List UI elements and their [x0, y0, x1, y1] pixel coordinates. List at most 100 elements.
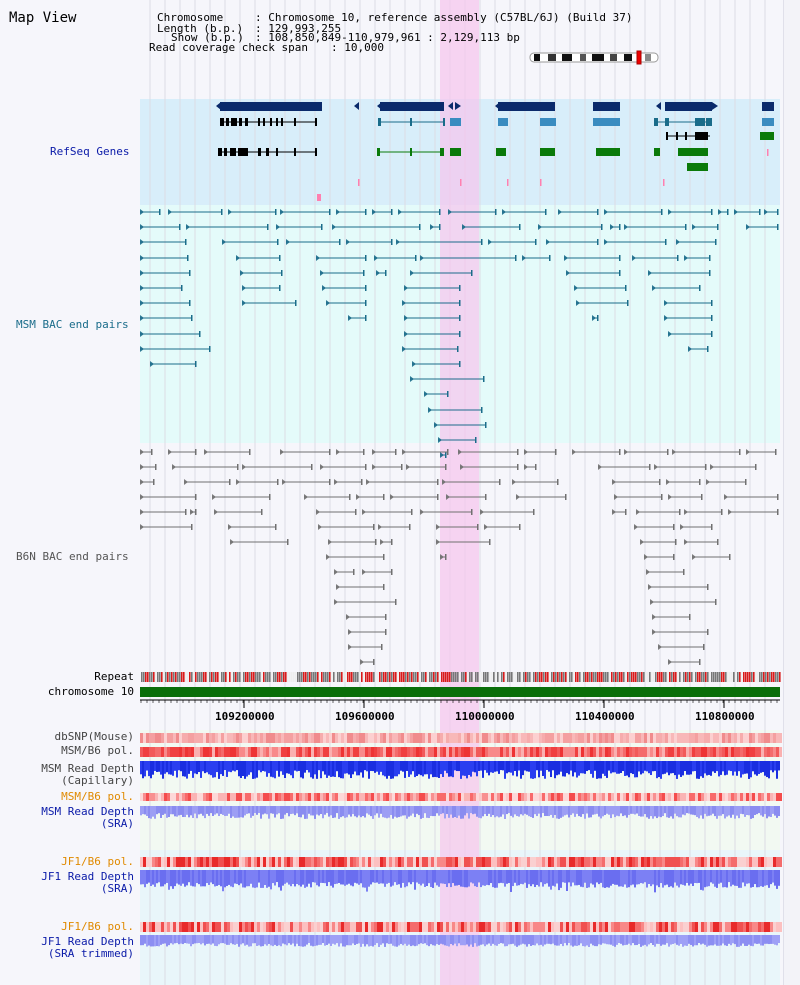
repeat-feature [673, 672, 675, 682]
heat-cell [314, 747, 317, 757]
track-label-dbsnp[interactable]: dbSNP(Mouse) [54, 730, 134, 743]
msm-sra-depth-bar [324, 806, 326, 815]
b6n-bac-pair-end [336, 584, 340, 590]
jf1-trimmed-depth-bar [448, 935, 450, 947]
track-label-repeat[interactable]: Repeat [94, 670, 134, 683]
track-label-chromosome[interactable]: chromosome 10 [47, 685, 134, 698]
repeat-feature [669, 672, 671, 682]
heat-cell [476, 922, 479, 932]
heat-cell [233, 922, 236, 932]
track-label-jf1-b6-pol-trimmed[interactable]: JF1/B6 pol. [61, 920, 134, 933]
selected-region-highlight[interactable] [440, 0, 479, 985]
repeat-feature [213, 672, 215, 682]
vertical-scrollbar[interactable] [783, 0, 800, 985]
heat-cell [767, 922, 770, 932]
jf1-sra-depth-bar [278, 870, 280, 888]
track-label-refseq-genes[interactable]: RefSeq Genes [50, 145, 130, 158]
jf1-sra-depth-bar [204, 870, 206, 887]
heat-cell [752, 733, 755, 743]
jf1-trimmed-depth-bar [596, 935, 598, 947]
heat-cell [182, 793, 185, 801]
heat-cell [662, 733, 665, 743]
heat-cell [188, 747, 191, 757]
msm-sra-depth-bar [578, 806, 580, 817]
jf1-sra-depth-bar [616, 870, 618, 885]
heat-cell [311, 747, 314, 757]
heat-cell [434, 857, 437, 867]
heat-cell [302, 857, 305, 867]
msm-bac-pair-end [627, 300, 629, 306]
jf1-sra-depth-bar [534, 870, 536, 888]
heat-cell [335, 793, 338, 801]
b6n-bac-pair-end [524, 449, 528, 455]
heat-cell [587, 733, 590, 743]
jf1-trimmed-depth-bar [726, 935, 728, 946]
heat-cell [590, 733, 593, 743]
heat-cell [392, 922, 395, 932]
jf1-trimmed-depth-bar [662, 935, 664, 945]
b6n-bac-pair-end [362, 569, 366, 575]
jf1-sra-depth-bar [614, 870, 616, 885]
heat-cell [770, 922, 773, 932]
repeat-feature [557, 672, 559, 682]
heat-cell [395, 857, 398, 867]
heat-cell [713, 922, 716, 932]
b6n-bac-pair-end [689, 614, 691, 620]
jf1-trimmed-depth-bar [534, 935, 536, 946]
heat-cell [608, 857, 611, 867]
repeat-feature [645, 672, 647, 682]
heat-cell [509, 922, 512, 932]
jf1-sra-depth-bar [730, 870, 732, 887]
jf1-sra-depth-bar [230, 870, 232, 887]
repeat-feature [269, 672, 271, 682]
track-label-jf1-read-depth-trimmed[interactable]: JF1 Read Depth [41, 935, 134, 948]
msm-bac-pair-end [385, 270, 387, 276]
b6n-bac-pair-end [445, 554, 447, 560]
jf1-sra-depth-bar [618, 870, 620, 887]
repeat-feature [499, 672, 501, 682]
jf1-sra-depth-bar [676, 870, 678, 886]
heat-cell [629, 922, 632, 932]
b6n-bac-pair-end [652, 629, 656, 635]
msm-sra-depth-bar [166, 806, 168, 818]
heat-cell [719, 747, 722, 757]
repeat-feature [625, 672, 627, 682]
repeat-feature [661, 672, 663, 682]
msm-sra-depth-bar [400, 806, 402, 817]
heat-cell [758, 857, 761, 867]
repeat-feature [401, 672, 403, 682]
msm-sra-depth-bar [350, 806, 352, 817]
msm-capillary-depth-bar [384, 761, 386, 777]
jf1-sra-depth-bar [164, 870, 166, 885]
jf1-sra-depth-bar [590, 870, 592, 884]
track-label-msm-b6-pol-sra[interactable]: MSM/B6 pol. [61, 790, 134, 803]
heat-cell [746, 733, 749, 743]
msm-bac-pair-end [648, 270, 652, 276]
track-label-msm-read-depth-capillary[interactable]: MSM Read Depth [41, 762, 134, 775]
heat-cell [758, 922, 761, 932]
track-label-msm-bac-end-pairs[interactable]: MSM BAC end pairs [16, 318, 129, 331]
jf1-sra-depth-bar [406, 870, 408, 887]
heat-cell [407, 922, 410, 932]
msm-capillary-depth-bar [754, 761, 756, 775]
track-label-jf1-b6-pol-sra[interactable]: JF1/B6 pol. [61, 855, 134, 868]
heat-cell [353, 857, 356, 867]
msm-sra-depth-bar [386, 806, 388, 819]
track-label-b6n-bac-end-pairs[interactable]: B6N BAC end pairs [16, 550, 129, 563]
track-label-msm-read-depth-sra[interactable]: MSM Read Depth [41, 805, 134, 818]
msm-bac-pair-end [428, 407, 432, 413]
jf1-trimmed-depth-bar [154, 935, 156, 947]
track-label-msm-b6-pol-capillary[interactable]: MSM/B6 pol. [61, 744, 134, 757]
heat-cell [266, 733, 269, 743]
jf1-sra-depth-bar [704, 870, 706, 888]
b6n-bac-pair-end [666, 479, 670, 485]
heat-cell [347, 793, 350, 801]
track-label-jf1-read-depth-sra[interactable]: JF1 Read Depth [41, 870, 134, 883]
heat-cell [353, 793, 356, 801]
heat-cell [383, 733, 386, 743]
jf1-trimmed-depth-bar [304, 935, 306, 947]
header-chromosome-key: Chromosome [157, 11, 224, 24]
jf1-trimmed-depth-bar [254, 935, 256, 944]
b6n-bac-pair-end [517, 464, 519, 470]
